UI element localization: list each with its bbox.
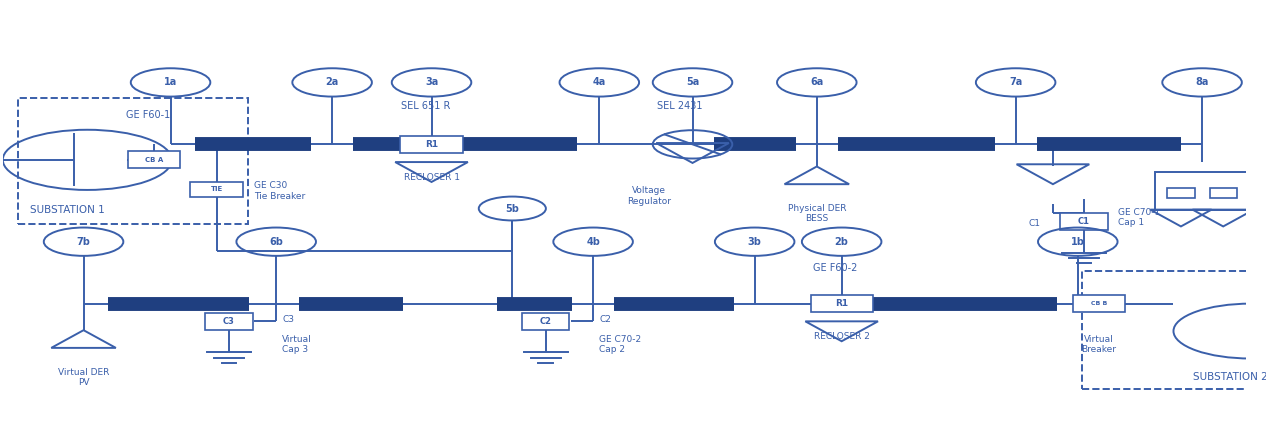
Bar	[1209, 188, 1237, 198]
Text: TIE: TIE	[210, 186, 223, 193]
Text: 7a: 7a	[1009, 78, 1022, 87]
Text: 1a: 1a	[163, 78, 177, 87]
Text: C3: C3	[223, 317, 235, 326]
Bar	[1156, 172, 1248, 210]
Bar	[190, 182, 243, 197]
Text: 4b: 4b	[586, 237, 600, 247]
Bar	[523, 313, 570, 330]
Bar	[128, 151, 181, 168]
Text: Load
Selector: Load Selector	[1184, 183, 1220, 203]
Text: Voltage
Regulator: Voltage Regulator	[627, 186, 671, 206]
Bar	[1081, 271, 1266, 388]
Bar	[1167, 188, 1195, 198]
Bar	[18, 98, 248, 224]
Text: 6b: 6b	[270, 237, 284, 247]
Text: 2b: 2b	[834, 237, 848, 247]
Bar	[1061, 213, 1108, 230]
Bar	[810, 295, 872, 313]
Text: RECLOSER 2: RECLOSER 2	[814, 332, 870, 341]
Text: GE F60-2: GE F60-2	[813, 263, 857, 273]
Text: 7b: 7b	[77, 237, 90, 247]
Text: Virtual DER
PV: Virtual DER PV	[58, 368, 109, 387]
Text: SEL 651 R: SEL 651 R	[400, 101, 449, 111]
Text: SEL 487E: SEL 487E	[1181, 172, 1223, 181]
Text: 2a: 2a	[325, 78, 339, 87]
Text: 5a: 5a	[686, 78, 699, 87]
Text: 5b: 5b	[505, 203, 519, 214]
Text: GE C70-2
Cap 2: GE C70-2 Cap 2	[599, 335, 642, 354]
Text: C2: C2	[539, 317, 552, 326]
Text: 3b: 3b	[748, 237, 762, 247]
Text: GE F60-1: GE F60-1	[127, 110, 171, 120]
Text: C2: C2	[599, 314, 611, 323]
Text: Virtual
Breaker: Virtual Breaker	[1081, 335, 1117, 354]
Bar	[400, 135, 462, 153]
Text: 4a: 4a	[592, 78, 606, 87]
Text: RECLOSER 1: RECLOSER 1	[404, 173, 460, 182]
Text: Physical DER
BESS: Physical DER BESS	[787, 204, 846, 224]
Text: Virtual
Cap 3: Virtual Cap 3	[282, 335, 313, 354]
Text: C1: C1	[1079, 217, 1090, 226]
Text: 8a: 8a	[1195, 78, 1209, 87]
Text: C3: C3	[282, 314, 295, 323]
Text: SEL 2431: SEL 2431	[657, 101, 703, 111]
Text: SUBSTATION 1: SUBSTATION 1	[30, 205, 105, 215]
Text: R1: R1	[425, 140, 438, 149]
Text: 6a: 6a	[810, 78, 823, 87]
Text: GE C30
Tie Breaker: GE C30 Tie Breaker	[253, 181, 305, 201]
Text: SUBSTATION 2: SUBSTATION 2	[1193, 372, 1266, 382]
Text: CB A: CB A	[146, 157, 163, 163]
Text: 1b: 1b	[1071, 237, 1085, 247]
Text: C1: C1	[1028, 220, 1041, 228]
Text: GE C70-1
Cap 1: GE C70-1 Cap 1	[1118, 208, 1160, 227]
Text: CB B: CB B	[1091, 301, 1106, 306]
Text: 3a: 3a	[425, 78, 438, 87]
Text: R1: R1	[836, 299, 848, 308]
Bar	[1072, 295, 1125, 312]
Bar	[205, 313, 253, 330]
